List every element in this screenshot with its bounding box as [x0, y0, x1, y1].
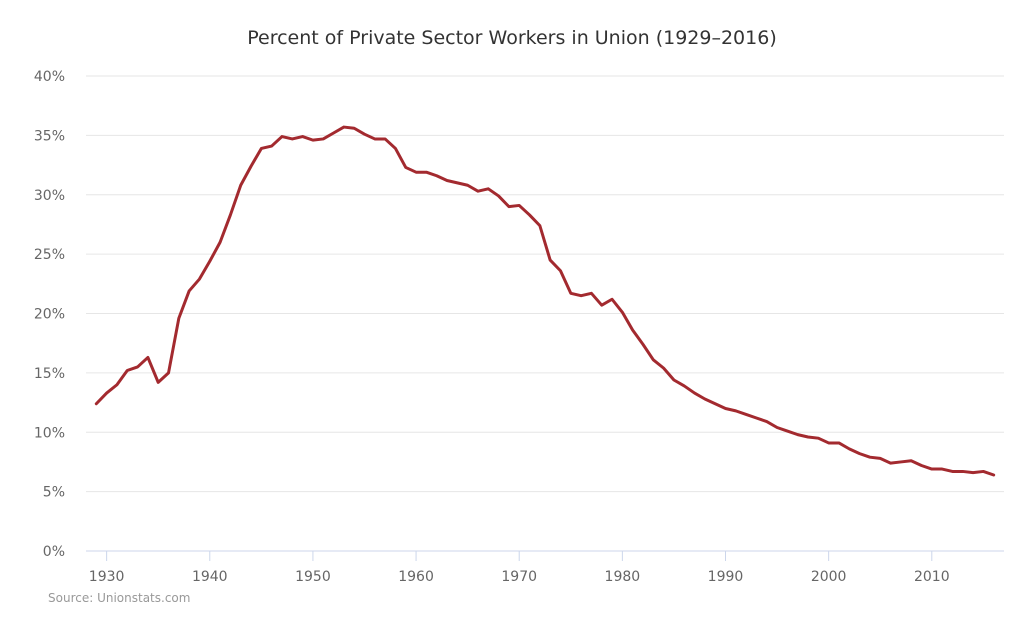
x-tick-label: 1950 — [295, 569, 331, 585]
y-tick-label: 40% — [34, 69, 65, 85]
x-tick-label: 1980 — [605, 569, 641, 585]
gridlines — [86, 75, 1004, 493]
y-tick-label: 0% — [43, 544, 65, 560]
y-tick-label: 25% — [34, 247, 65, 263]
x-tick-label: 2000 — [811, 569, 847, 585]
x-tick-label: 1960 — [398, 569, 434, 585]
chart-title: Percent of Private Sector Workers in Uni… — [247, 27, 777, 49]
x-tick-label: 1930 — [89, 569, 125, 585]
y-tick-label: 20% — [34, 307, 65, 323]
x-tick-label: 1970 — [501, 569, 537, 585]
axes: 0% 5% 10% 15% 20% 25% 30% 35% 40% 1930 1940 1950 196… — [34, 69, 1004, 585]
series-line — [94, 125, 996, 477]
series-layer — [94, 125, 996, 477]
x-tick-label: 1990 — [708, 569, 744, 585]
x-tick-label: 2010 — [914, 569, 950, 585]
y-tick-label: 35% — [34, 128, 65, 144]
y-tick-label: 30% — [34, 188, 65, 204]
x-tick-label: 1940 — [192, 569, 228, 585]
y-tick-label: 5% — [43, 485, 65, 501]
y-tick-label: 10% — [34, 425, 65, 441]
source-credit: Source: Unionstats.com — [48, 591, 190, 605]
y-tick-label: 15% — [34, 366, 65, 382]
